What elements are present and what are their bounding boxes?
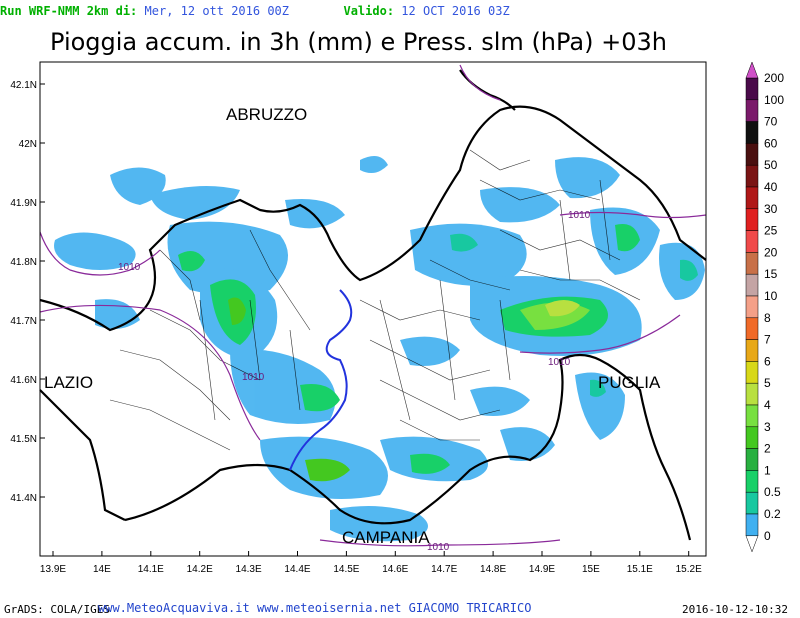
legend-label: 60: [764, 136, 778, 150]
legend-label: 0.2: [764, 507, 781, 521]
legend-swatch: [746, 449, 758, 471]
region-label-campania: CAMPANIA: [342, 528, 430, 547]
lon-label: 14.8E: [480, 564, 506, 575]
lon-label: 15E: [582, 564, 600, 575]
footer-sites[interactable]: www.MeteoAcquaviva.it www.meteoisernia.n…: [98, 601, 531, 615]
legend-swatch: [746, 274, 758, 296]
legend-label: 3: [764, 420, 771, 434]
lat-label: 41.4N: [10, 493, 37, 504]
legend-swatch: [746, 296, 758, 318]
legend-swatch: [746, 187, 758, 209]
legend-swatch: [746, 252, 758, 274]
legend-arrow-top: [746, 62, 758, 78]
lon-label: 14.9E: [529, 564, 555, 575]
lon-label: 14.4E: [284, 564, 310, 575]
legend-swatch: [746, 427, 758, 449]
legend-swatch: [746, 143, 758, 165]
region-label-abruzzo: ABRUZZO: [226, 105, 307, 124]
legend-swatch: [746, 78, 758, 100]
legend-swatch: [746, 492, 758, 514]
legend-swatch: [746, 383, 758, 405]
legend-label: 10: [764, 289, 778, 303]
lat-label: 42N: [19, 139, 37, 150]
legend-label: 0: [764, 529, 771, 543]
isobar-label: 1010: [427, 542, 450, 553]
legend-swatch: [746, 209, 758, 231]
legend-label: 40: [764, 180, 778, 194]
legend-swatch: [746, 122, 758, 144]
legend-label: 8: [764, 311, 771, 325]
lat-label: 41.8N: [10, 257, 37, 268]
precip-legend: 200 100 70 60 50 40 30 25 20 15 10 8 7 6 5 4 3 2 1 0.5 0.2 0: [746, 62, 784, 552]
legend-swatch: [746, 470, 758, 492]
region-label-lazio: LAZIO: [44, 373, 93, 392]
legend-label: 50: [764, 158, 778, 172]
isobar-label: 1010: [242, 372, 265, 383]
lon-label: 14.2E: [187, 564, 213, 575]
footer-timestamp: 2016-10-12-10:32: [682, 603, 788, 616]
legend-label: 20: [764, 245, 778, 259]
lat-label: 41.7N: [10, 316, 37, 327]
lat-label: 41.6N: [10, 375, 37, 386]
isobar-label: 1010: [118, 262, 141, 273]
lon-label: 14.7E: [431, 564, 457, 575]
legend-swatch: [746, 165, 758, 187]
isobar-label: 1010: [548, 357, 571, 368]
legend-swatch: [746, 361, 758, 383]
lat-label: 41.9N: [10, 198, 37, 209]
lat-label: 41.5N: [10, 434, 37, 445]
legend-label: 0.5: [764, 485, 781, 499]
region-label-puglia: PUGLIA: [598, 373, 661, 392]
legend-label: 200: [764, 71, 784, 85]
legend-label: 1: [764, 463, 771, 477]
lat-label: 42.1N: [10, 80, 37, 91]
legend-swatch: [746, 405, 758, 427]
legend-swatch: [746, 340, 758, 362]
legend-swatch: [746, 231, 758, 253]
legend-swatch: [746, 514, 758, 536]
legend-label: 2: [764, 442, 771, 456]
lon-label: 14E: [93, 564, 111, 575]
legend-arrow-bottom: [746, 536, 758, 552]
legend-swatch: [746, 318, 758, 340]
lon-label: 14.5E: [333, 564, 359, 575]
legend-label: 15: [764, 267, 778, 281]
lon-label: 14.6E: [382, 564, 408, 575]
legend-label: 4: [764, 398, 771, 412]
isobar-label: 1010: [568, 210, 591, 221]
lon-label: 13.9E: [40, 564, 66, 575]
legend-swatch: [746, 100, 758, 122]
legend-label: 6: [764, 354, 771, 368]
lon-label: 14.3E: [236, 564, 262, 575]
legend-label: 100: [764, 93, 784, 107]
legend-label: 30: [764, 202, 778, 216]
legend-label: 70: [764, 115, 778, 129]
legend-label: 5: [764, 376, 771, 390]
lon-label: 14.1E: [138, 564, 164, 575]
footer-grads: GrADS: COLA/IGES: [4, 603, 110, 616]
lon-label: 15.1E: [627, 564, 653, 575]
lon-label: 15.2E: [676, 564, 702, 575]
legend-label: 25: [764, 224, 778, 238]
legend-label: 7: [764, 333, 771, 347]
